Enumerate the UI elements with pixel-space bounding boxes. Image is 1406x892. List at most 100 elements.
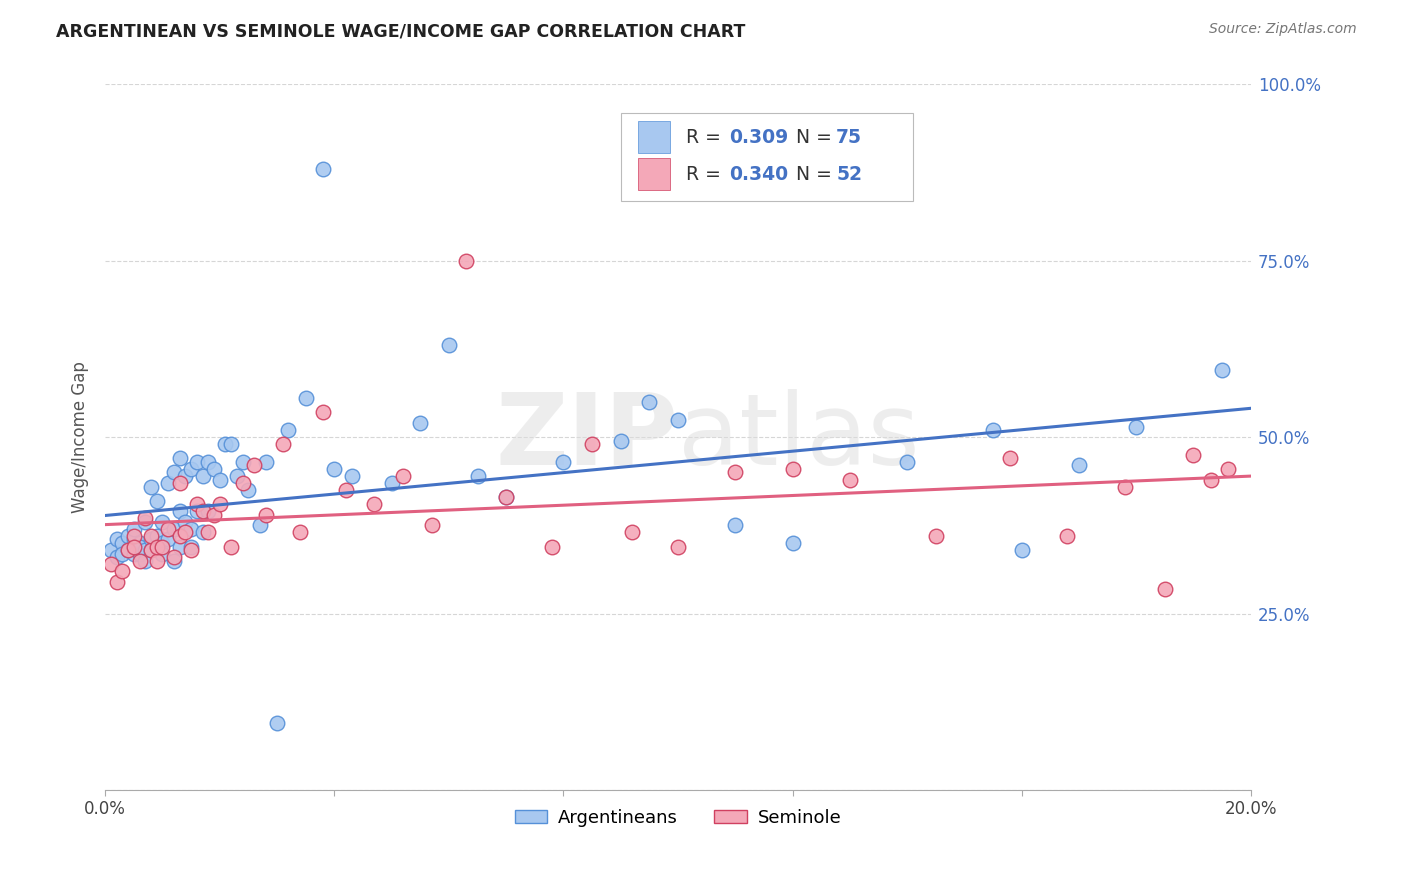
Text: 75: 75: [837, 128, 862, 147]
Point: [782, 462, 804, 476]
Point: [191, 525, 214, 540]
Point: [105, 533, 128, 547]
Point: [180, 462, 202, 476]
Point: [838, 473, 860, 487]
Text: R =: R =: [686, 128, 727, 147]
Point: [174, 515, 197, 529]
Point: [128, 536, 150, 550]
Point: [232, 455, 254, 469]
Point: [312, 405, 335, 419]
Point: [105, 550, 128, 565]
Point: [111, 536, 134, 550]
Point: [981, 423, 1004, 437]
Point: [323, 462, 346, 476]
Point: [254, 508, 277, 522]
Point: [254, 455, 277, 469]
Point: [145, 493, 167, 508]
Point: [1153, 582, 1175, 596]
Point: [134, 543, 156, 558]
Text: R =: R =: [686, 164, 727, 184]
Point: [420, 518, 443, 533]
Point: [122, 522, 145, 536]
Point: [208, 473, 231, 487]
Point: [134, 554, 156, 568]
Text: 52: 52: [837, 164, 862, 184]
Point: [467, 469, 489, 483]
Point: [169, 451, 191, 466]
Point: [152, 540, 174, 554]
Point: [495, 490, 517, 504]
Point: [169, 540, 191, 554]
Point: [174, 469, 197, 483]
Point: [381, 476, 404, 491]
Point: [437, 338, 460, 352]
Point: [243, 458, 266, 473]
Point: [1125, 419, 1147, 434]
Point: [169, 476, 191, 491]
Text: ZIP: ZIP: [495, 389, 678, 485]
Point: [122, 533, 145, 547]
Point: [139, 543, 162, 558]
Point: [1199, 473, 1222, 487]
Point: [157, 476, 180, 491]
Point: [1216, 462, 1239, 476]
Point: [100, 543, 122, 558]
Point: [197, 504, 219, 518]
Point: [128, 547, 150, 561]
Point: [219, 540, 242, 554]
Point: [186, 455, 208, 469]
Point: [666, 412, 689, 426]
Point: [609, 434, 631, 448]
Point: [202, 508, 225, 522]
Point: [134, 515, 156, 529]
Point: [186, 497, 208, 511]
Point: [409, 416, 432, 430]
Point: [134, 511, 156, 525]
Point: [139, 479, 162, 493]
Point: [163, 466, 186, 480]
Point: [157, 533, 180, 547]
FancyBboxPatch shape: [638, 158, 671, 190]
Point: [312, 162, 335, 177]
Point: [186, 504, 208, 518]
Point: [169, 529, 191, 543]
Point: [454, 253, 477, 268]
Point: [122, 529, 145, 543]
Text: N =: N =: [796, 128, 838, 147]
Point: [191, 469, 214, 483]
Point: [100, 557, 122, 571]
Point: [139, 543, 162, 558]
Point: [128, 540, 150, 554]
Text: 0.340: 0.340: [730, 164, 789, 184]
Point: [581, 437, 603, 451]
Point: [152, 536, 174, 550]
Point: [724, 466, 747, 480]
Point: [226, 469, 249, 483]
Point: [541, 540, 564, 554]
Point: [214, 437, 236, 451]
Text: atlas: atlas: [678, 389, 920, 485]
Point: [180, 540, 202, 554]
Point: [169, 504, 191, 518]
Point: [271, 437, 294, 451]
Text: ARGENTINEAN VS SEMINOLE WAGE/INCOME GAP CORRELATION CHART: ARGENTINEAN VS SEMINOLE WAGE/INCOME GAP …: [56, 22, 745, 40]
Point: [219, 437, 242, 451]
Point: [145, 540, 167, 554]
FancyBboxPatch shape: [638, 121, 671, 153]
Point: [180, 522, 202, 536]
Point: [117, 543, 139, 558]
Point: [128, 554, 150, 568]
Point: [111, 547, 134, 561]
Point: [152, 515, 174, 529]
Point: [925, 529, 948, 543]
Point: [666, 540, 689, 554]
Point: [782, 536, 804, 550]
Point: [197, 455, 219, 469]
Point: [1182, 448, 1205, 462]
Point: [553, 455, 575, 469]
Point: [288, 525, 311, 540]
Point: [152, 547, 174, 561]
Point: [111, 564, 134, 578]
Point: [277, 423, 299, 437]
Point: [145, 529, 167, 543]
